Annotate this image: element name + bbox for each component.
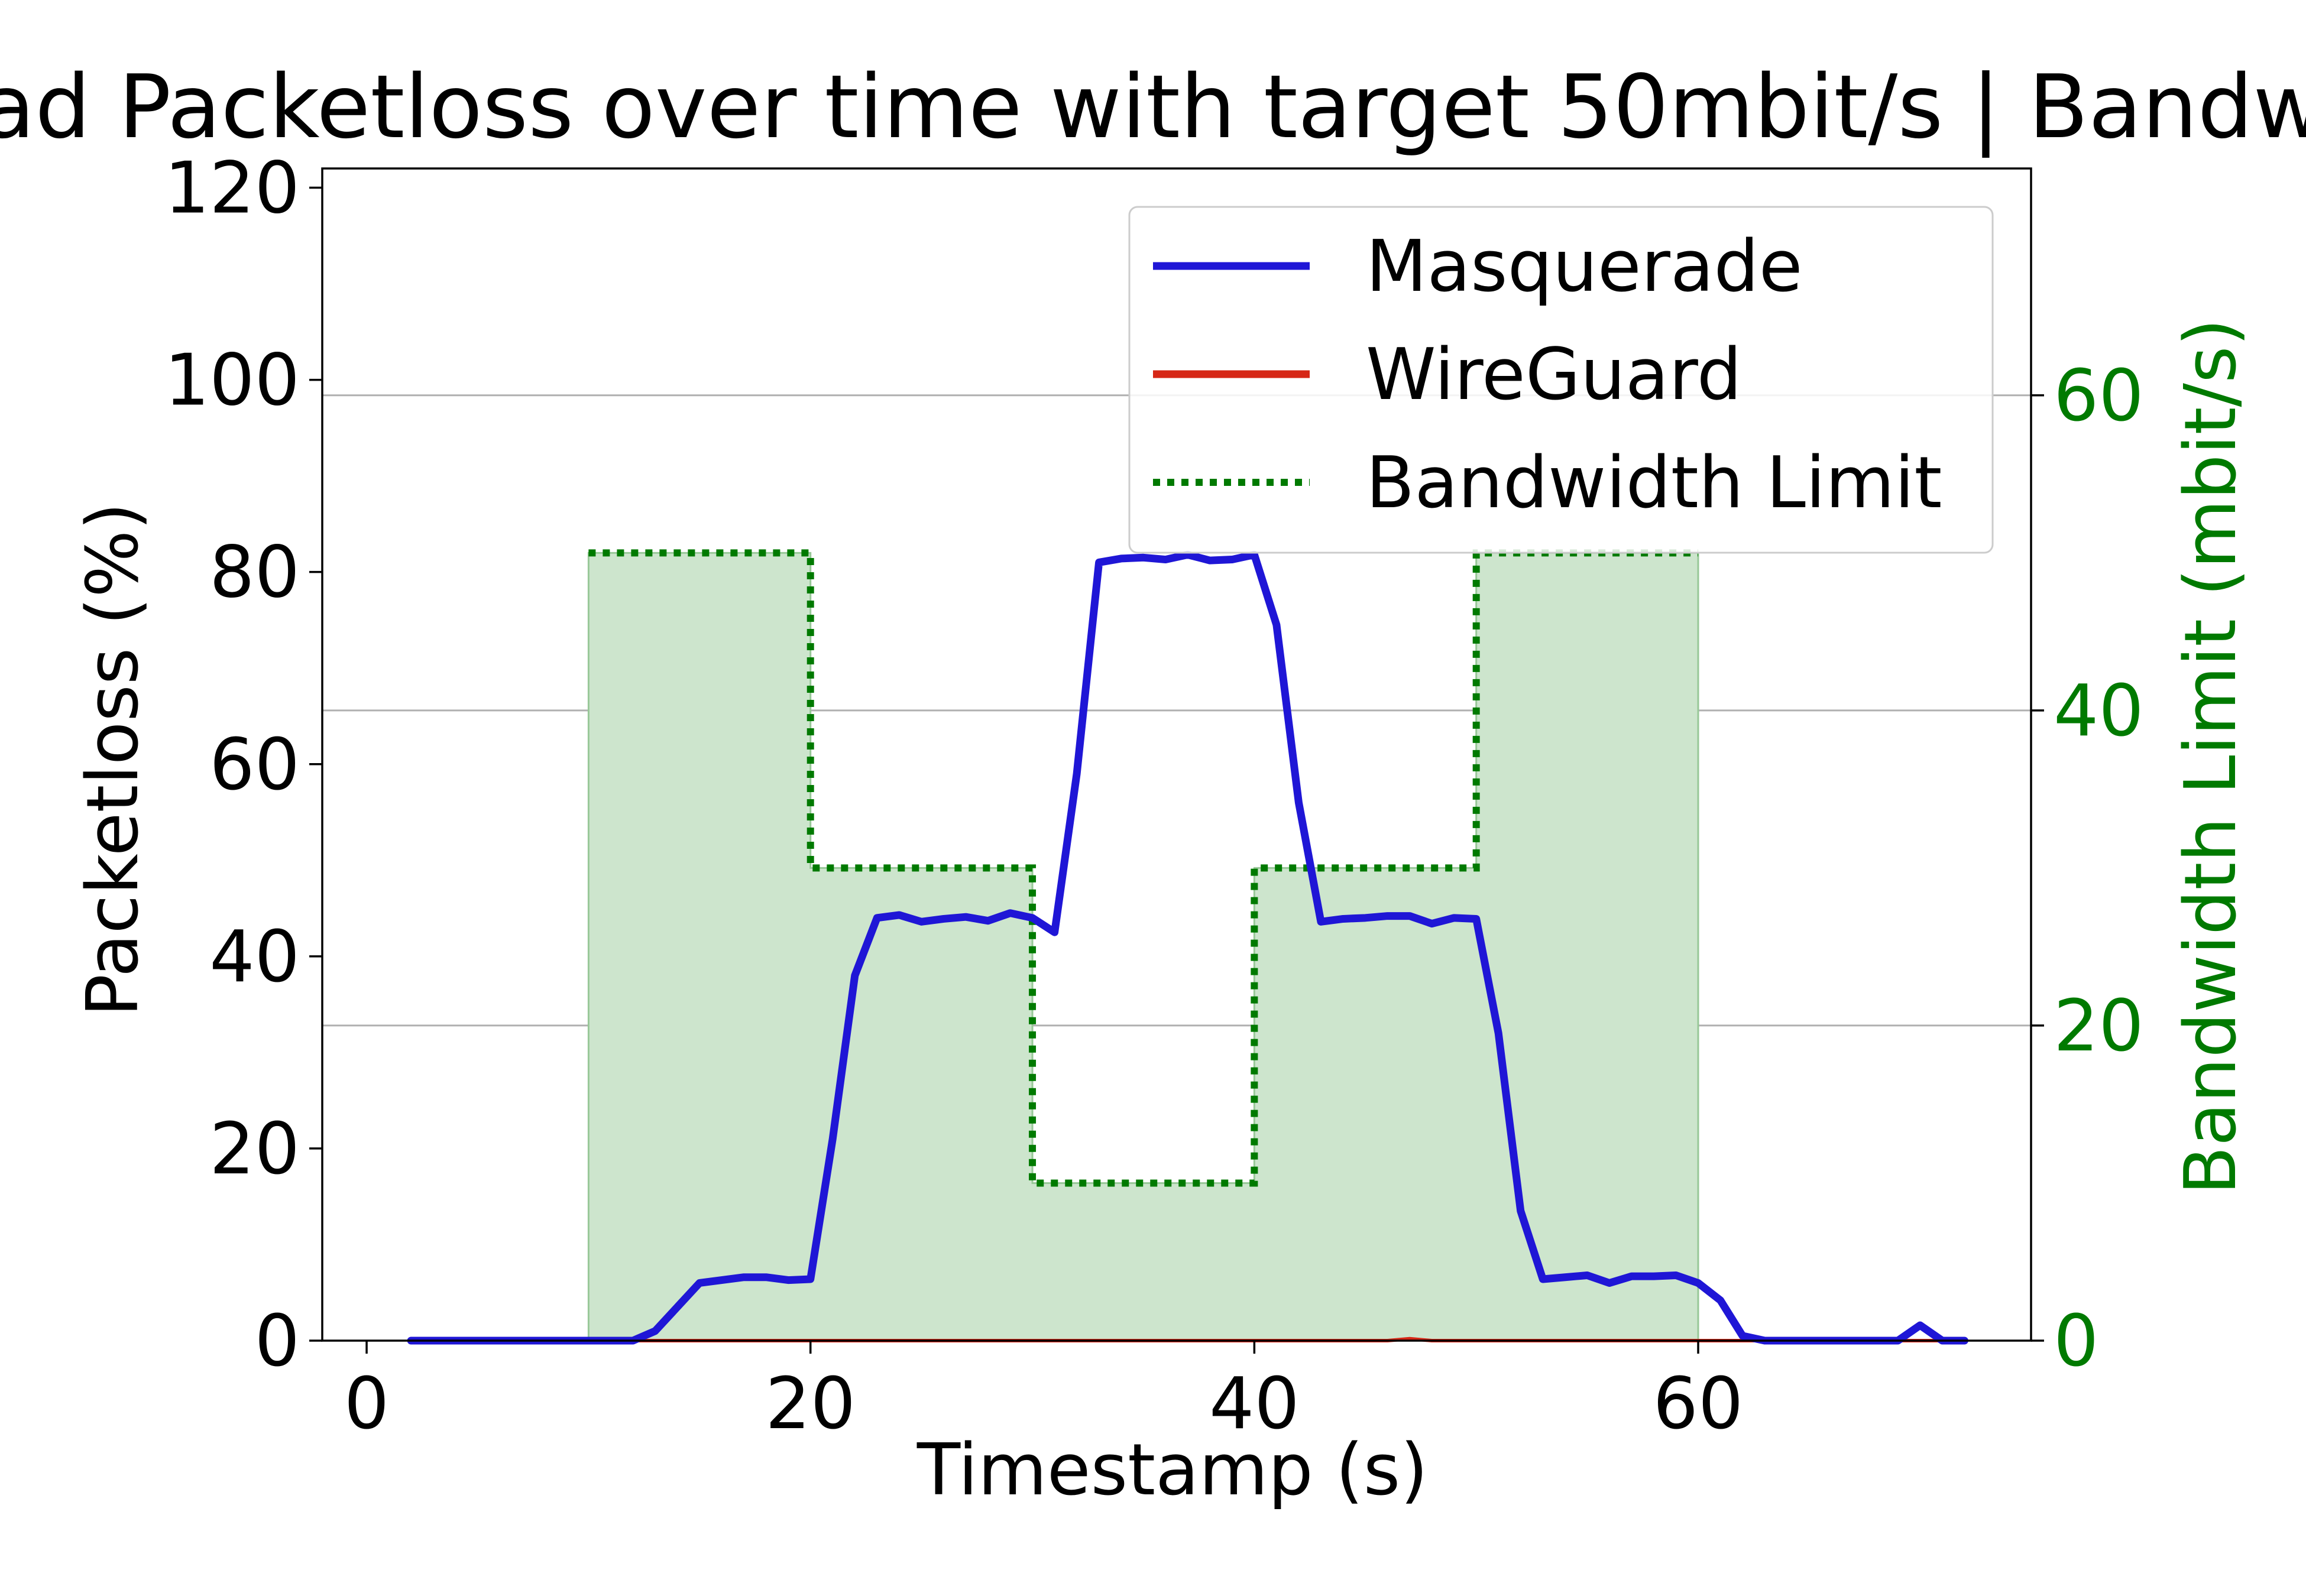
- x-tick-label: 60: [1653, 1363, 1744, 1445]
- y-tick-label: 60: [209, 724, 300, 806]
- right-y-axis-label: Bandwidth Limit (mbit/s): [2170, 319, 2252, 1195]
- y-tick-label: 0: [255, 1300, 300, 1383]
- right-y-tick-label: 40: [2054, 670, 2144, 752]
- legend-box: [1128, 206, 1994, 554]
- legend: Masquerade WireGuard Bandwidth Limit: [1128, 206, 1994, 554]
- y-tick-label: 120: [164, 148, 300, 230]
- legend-label: WireGuard: [1366, 334, 1742, 416]
- x-axis: 0 20 40 60: [344, 1341, 1743, 1445]
- right-y-tick-label: 20: [2054, 985, 2144, 1068]
- right-y-tick-label: 0: [2054, 1300, 2098, 1383]
- x-tick-label: 20: [765, 1363, 856, 1445]
- x-axis-label: Timestamp (s): [916, 1429, 1428, 1511]
- y-tick-label: 20: [209, 1108, 300, 1190]
- x-tick-label: 0: [344, 1363, 389, 1445]
- bandwidth-limit-line: [588, 549, 1699, 1187]
- y-tick-label: 100: [164, 340, 300, 422]
- y-axis-label: Packetloss (%): [72, 502, 154, 1017]
- masquerade-line: [407, 550, 1968, 1345]
- chart-title: ad Packetloss over time with target 50mb…: [0, 56, 2306, 158]
- x-tick-label: 40: [1209, 1363, 1300, 1445]
- y-axis-left: 0 20 40 60 80 100 120: [164, 148, 322, 1383]
- legend-label: Bandwidth Limit: [1366, 442, 1942, 524]
- y-axis-right: 0 20 40 60: [2031, 355, 2144, 1383]
- y-tick-label: 80: [209, 532, 300, 614]
- y-tick-label: 40: [209, 916, 300, 998]
- right-y-tick-label: 60: [2054, 355, 2144, 437]
- legend-label: Masquerade: [1366, 226, 1803, 308]
- plot-frame: [321, 167, 2032, 1342]
